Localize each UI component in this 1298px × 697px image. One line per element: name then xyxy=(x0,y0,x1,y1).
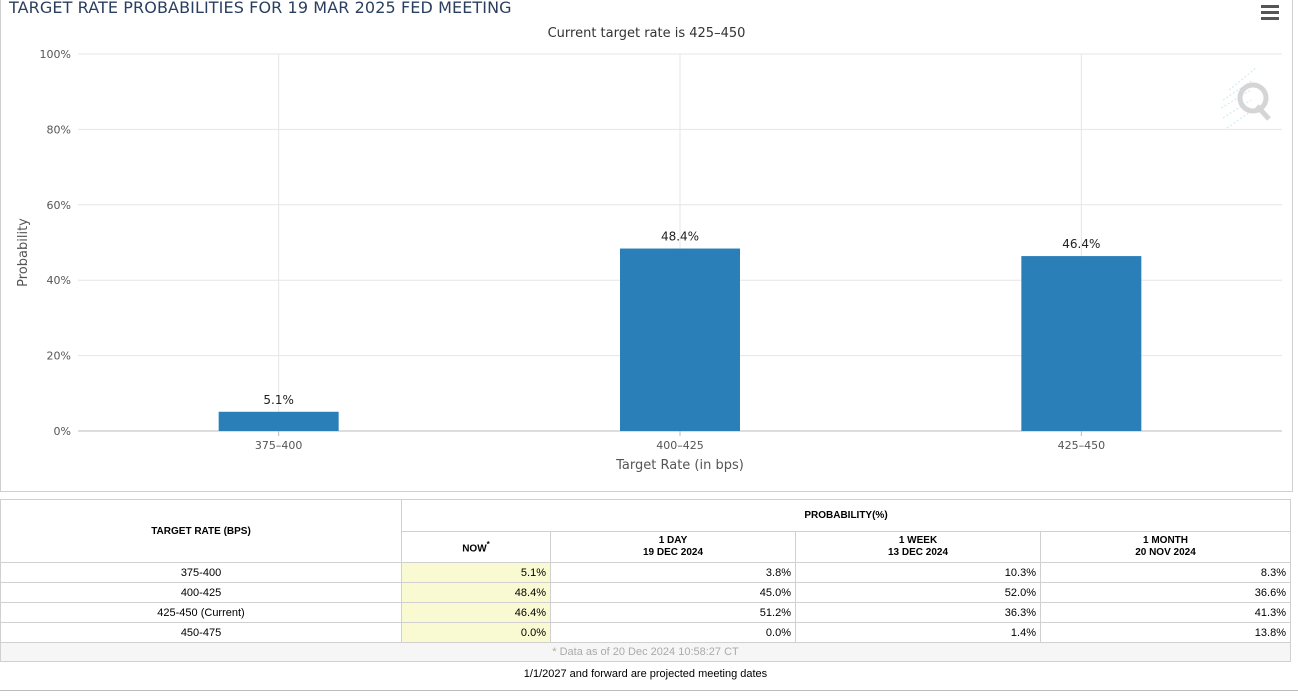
value-cell: 1.4% xyxy=(795,622,1041,643)
probability-header: PROBABILITY(%) xyxy=(401,499,1291,532)
value-cell: 3.8% xyxy=(550,562,796,583)
x-tick-label: 375–400 xyxy=(255,439,303,452)
value-cell: 45.0% xyxy=(550,582,796,603)
value-cell: 36.6% xyxy=(1040,582,1291,603)
bar xyxy=(620,248,740,431)
rate-cell: 450-475 xyxy=(0,622,402,643)
rate-cell: 425-450 (Current) xyxy=(0,602,402,623)
col-header-1-day: 1 DAY 19 DEC 2024 xyxy=(550,531,796,563)
value-cell: 51.2% xyxy=(550,602,796,623)
y-tick-label: 20% xyxy=(47,350,71,363)
hamburger-menu-icon[interactable] xyxy=(1261,5,1279,21)
y-tick-label: 100% xyxy=(40,48,71,61)
divider xyxy=(0,690,1298,691)
chart-title: TARGET RATE PROBABILITIES FOR 19 MAR 202… xyxy=(9,0,512,17)
value-cell: 0.0% xyxy=(550,622,796,643)
col-header-1-week: 1 WEEK 13 DEC 2024 xyxy=(795,531,1041,563)
chart-panel: 0% 20% 40% 60% 80% 100% 5.1% 375–400 48.4% 400–42… xyxy=(0,0,1293,492)
table-row: 400-425 48.4% 45.0% 52.0% 36.6% xyxy=(0,582,1291,603)
projected-dates-note: 1/1/2027 and forward are projected meeti… xyxy=(523,668,768,680)
target-rate-header: TARGET RATE (BPS) xyxy=(0,499,402,563)
table-row: 450-475 0.0% 0.0% 1.4% 13.8% xyxy=(0,622,1291,643)
rate-cell: 375-400 xyxy=(0,562,402,583)
probability-table-panel: TARGET RATE (BPS) PROBABILITY(%) NOW* 1 … xyxy=(0,499,1291,689)
x-tick-label: 400–425 xyxy=(656,439,704,452)
y-tick-label: 80% xyxy=(47,123,71,136)
value-cell: 36.3% xyxy=(795,602,1041,623)
bar-data-label: 46.4% xyxy=(1062,237,1100,251)
now-value-cell: 5.1% xyxy=(401,562,551,583)
value-cell: 41.3% xyxy=(1040,602,1291,623)
y-axis-title: Probability xyxy=(16,218,31,287)
bar xyxy=(1021,256,1142,431)
col-header-now: NOW* xyxy=(401,531,551,563)
bar-data-label: 48.4% xyxy=(661,230,699,244)
bar-chart: 0% 20% 40% 60% 80% 100% 5.1% 375–400 48.4% 400–42… xyxy=(16,48,1282,473)
bar xyxy=(218,411,339,431)
y-tick-label: 40% xyxy=(47,274,71,287)
value-cell: 8.3% xyxy=(1040,562,1291,583)
bar-data-label: 5.1% xyxy=(263,393,294,407)
probability-table: TARGET RATE (BPS) PROBABILITY(%) NOW* 1 … xyxy=(0,499,1291,662)
table-row: 425-450 (Current) 46.4% 51.2% 36.3% 41.3… xyxy=(0,602,1291,623)
data-timestamp-row: * Data as of 20 Dec 2024 10:58:27 CT xyxy=(0,642,1291,662)
chart-subtitle: Current target rate is 425–450 xyxy=(547,26,746,41)
value-cell: 13.8% xyxy=(1040,622,1291,643)
value-cell: 10.3% xyxy=(795,562,1041,583)
q-logo-watermark xyxy=(1220,67,1271,129)
y-tick-label: 60% xyxy=(47,199,71,212)
x-axis-title: Target Rate (in bps) xyxy=(615,458,744,473)
rate-cell: 400-425 xyxy=(0,582,402,603)
col-header-1-month: 1 MONTH 20 NOV 2024 xyxy=(1040,531,1291,563)
data-timestamp-note: * Data as of 20 Dec 2024 10:58:27 CT xyxy=(0,642,1291,662)
x-tick-label: 425–450 xyxy=(1058,439,1106,452)
value-cell: 52.0% xyxy=(795,582,1041,603)
y-tick-label: 0% xyxy=(54,425,71,438)
now-value-cell: 48.4% xyxy=(401,582,551,603)
now-value-cell: 0.0% xyxy=(401,622,551,643)
now-value-cell: 46.4% xyxy=(401,602,551,623)
table-row: 375-400 5.1% 3.8% 10.3% 8.3% xyxy=(0,562,1291,583)
